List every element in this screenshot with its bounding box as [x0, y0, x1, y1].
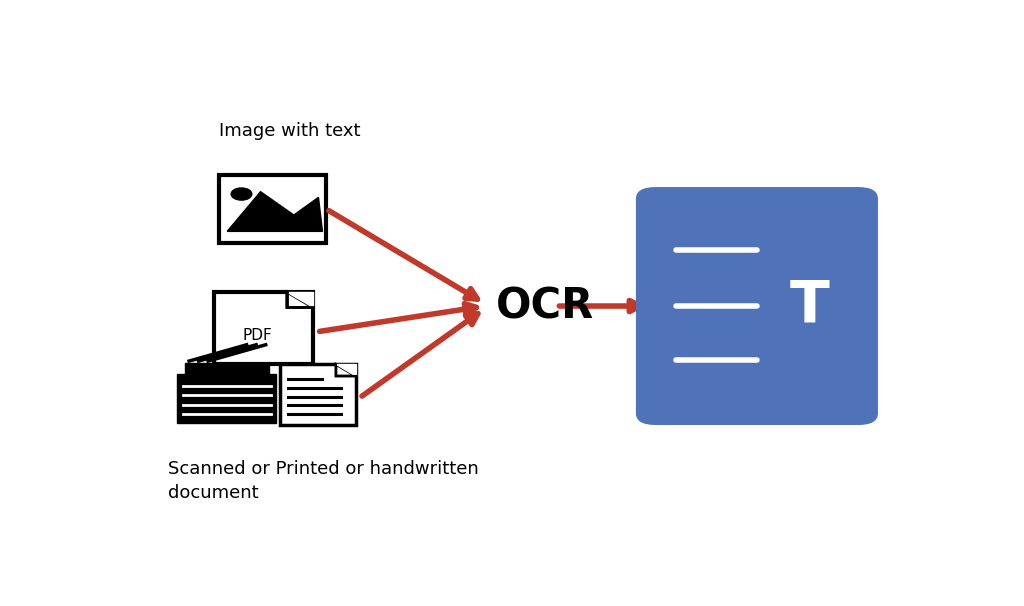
- Polygon shape: [287, 292, 313, 307]
- Polygon shape: [287, 292, 313, 307]
- Bar: [177, 374, 276, 423]
- Polygon shape: [227, 191, 323, 231]
- Text: PDF: PDF: [243, 328, 272, 343]
- Polygon shape: [336, 364, 355, 376]
- Text: Scanned or Printed or handwritten
document: Scanned or Printed or handwritten docume…: [168, 460, 478, 502]
- Bar: [184, 364, 269, 374]
- Bar: [214, 292, 313, 364]
- FancyBboxPatch shape: [636, 187, 878, 425]
- Circle shape: [231, 188, 252, 200]
- Bar: [281, 364, 355, 425]
- Text: T: T: [790, 278, 829, 335]
- Text: OCR: OCR: [496, 285, 594, 327]
- Bar: [219, 175, 327, 243]
- Polygon shape: [336, 364, 355, 376]
- Text: Image with text: Image with text: [219, 122, 360, 140]
